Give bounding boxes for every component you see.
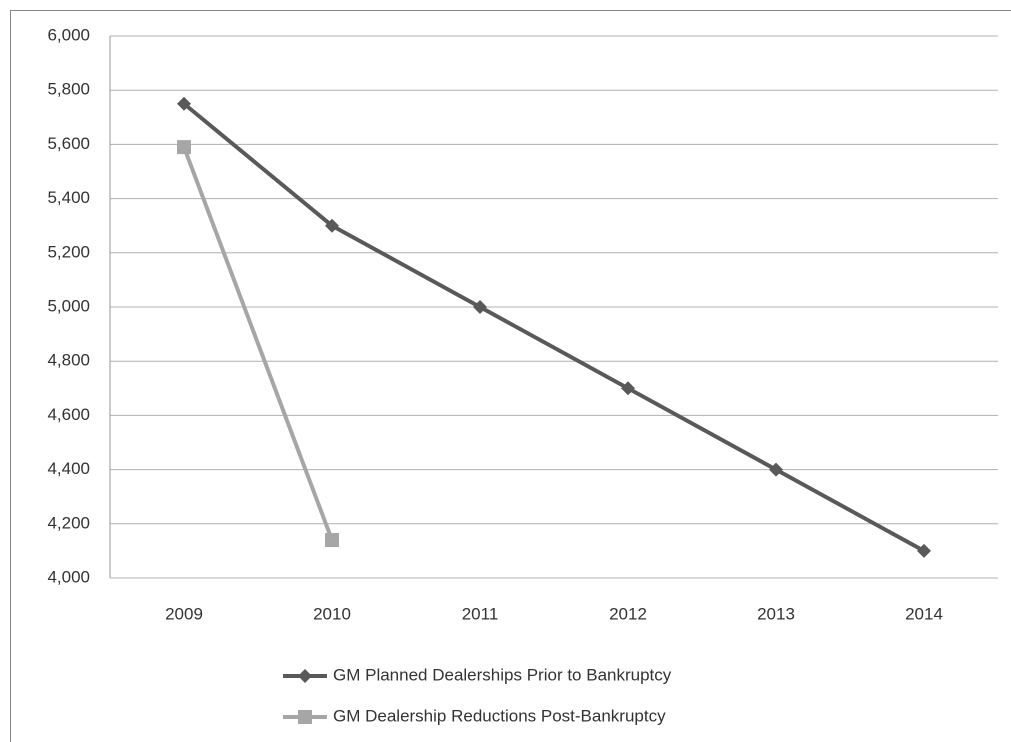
- chart-frame: [10, 10, 1011, 742]
- y-tick-label: 4,200: [47, 513, 90, 532]
- legend-marker: [298, 669, 312, 683]
- data-point: [769, 462, 783, 477]
- x-tick-label: 2014: [905, 604, 943, 623]
- data-point: [177, 140, 191, 155]
- y-tick-label: 4,800: [47, 351, 90, 370]
- data-point: [621, 381, 635, 396]
- y-tick-label: 4,000: [47, 567, 90, 586]
- y-tick-label: 5,000: [47, 296, 90, 315]
- data-point: [325, 533, 339, 548]
- x-tick-label: 2010: [313, 604, 351, 623]
- legend-label: GM Dealership Reductions Post-Bankruptcy: [333, 706, 666, 725]
- x-tick-label: 2013: [757, 604, 795, 623]
- y-tick-label: 5,400: [47, 188, 90, 207]
- y-tick-label: 5,200: [47, 242, 90, 261]
- x-tick-label: 2009: [165, 604, 203, 623]
- y-tick-label: 4,600: [47, 405, 90, 424]
- y-tick-label: 6,000: [47, 25, 90, 44]
- data-point: [177, 96, 191, 111]
- data-point: [325, 218, 339, 233]
- data-point: [917, 543, 931, 558]
- legend-marker: [298, 710, 312, 724]
- y-tick-label: 4,400: [47, 459, 90, 478]
- series-line: [182, 146, 334, 541]
- legend-label: GM Planned Dealerships Prior to Bankrupt…: [333, 665, 672, 684]
- y-tick-label: 5,600: [47, 134, 90, 153]
- series-line: [182, 102, 925, 553]
- x-tick-label: 2011: [462, 604, 499, 623]
- data-point: [473, 300, 487, 314]
- y-tick-label: 5,800: [47, 80, 90, 99]
- x-tick-label: 2012: [609, 604, 647, 623]
